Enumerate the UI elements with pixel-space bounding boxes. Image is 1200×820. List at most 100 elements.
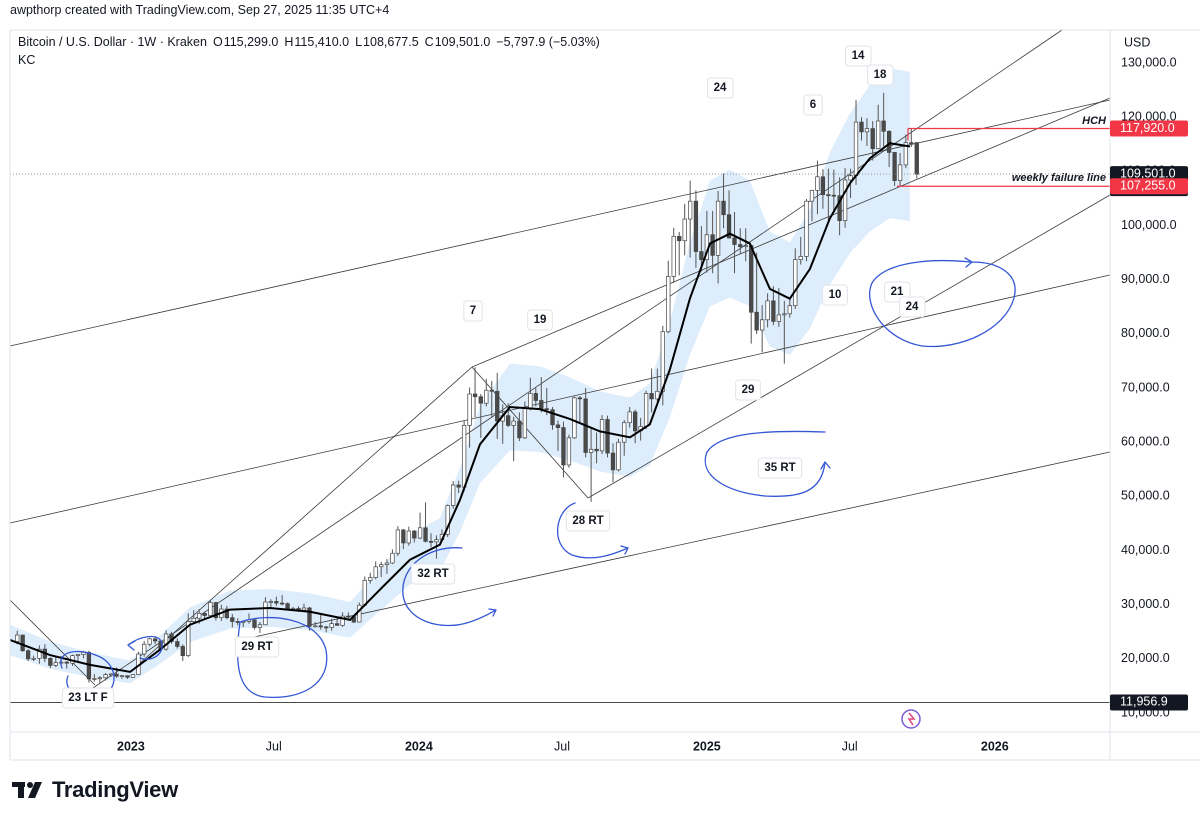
candle-body [550,409,555,426]
candle-body [831,194,836,197]
watermark-icon [901,709,921,729]
price-label-box [1110,120,1188,137]
candle-body [655,390,660,400]
candle-body [738,244,743,248]
brand: TradingView [52,777,178,802]
candle-body [804,200,809,257]
candle-body [649,393,654,400]
x-tick-label: Jul [266,739,282,753]
ohlc-value: 108,677.5 [363,35,419,49]
x-tick-label: 2026 [981,739,1009,753]
annotation-label: 28 RT [572,515,603,527]
candle-body [721,200,726,216]
candle-body [252,619,257,628]
annotation-box [803,94,823,116]
candle-body [693,200,699,252]
trendline [9,599,96,686]
candle-body [257,624,263,628]
candle-body [495,390,500,422]
candle-body [539,400,544,409]
candle-body [842,179,848,222]
candle-body [15,634,20,642]
candle-body [605,419,610,454]
ohlc-low: L108,677.5 [355,35,419,49]
y-tick-label: 50,000.0 [1121,489,1170,503]
annotation-box [565,510,611,532]
candle-body [489,389,494,392]
candle-body [732,237,737,245]
annotation-label: 7 [470,305,476,317]
trendline [9,99,1111,347]
candle-body [163,633,169,650]
candle-body [522,407,528,439]
candle-body [268,601,274,603]
hand-curve [237,616,328,699]
candle-body [533,393,538,401]
candle-body [555,424,561,428]
candle-body [566,437,572,466]
candle-body [64,661,69,664]
candle-body [230,617,235,622]
y-tick-label: 40,000.0 [1121,543,1170,557]
candle-body [610,452,616,471]
ohlc-key: L [355,35,363,49]
annotation-label: 14 [852,50,865,62]
candle-body [853,121,859,177]
candle-body [202,613,207,616]
candle-body [401,529,406,544]
candle-body [506,415,511,426]
candle-body [186,621,191,656]
annotation-label: 23 LT F [68,692,107,704]
hand-curve [556,502,629,559]
annotation-label: 35 RT [764,462,795,474]
candle-body [787,305,792,315]
candle-body [224,608,229,619]
trendline [89,29,1063,691]
candle-body [329,623,334,628]
keltner-band [10,68,910,684]
candle-body [31,657,36,660]
candle-body [903,142,908,166]
candle-body [577,397,583,400]
candle-body [749,245,754,313]
annotation-label: 21 [891,286,904,298]
x-tick-label: Jul [554,739,570,753]
price-label-box [1110,178,1188,195]
candle-body [876,120,881,149]
candle-body [114,673,119,677]
candle-body [743,245,748,248]
candle-body [588,448,594,453]
ohlc-key: O [212,35,223,49]
ohlc-key: H [284,35,294,49]
candle-body [837,195,842,222]
candle-body [92,678,97,680]
candle-body [451,484,456,506]
candle-body [759,319,765,331]
x-tick-label: 2024 [405,739,433,753]
hand-curve [127,635,163,660]
price-label: 107,255.0 [1120,179,1176,193]
candle-body [478,396,483,404]
candle-body [622,422,627,443]
candle-body [892,152,897,181]
candle-body [599,419,605,452]
candle-body [677,236,682,242]
candle-body [627,411,632,424]
drawing-label: weekly failure line [1012,172,1106,184]
hand-curve [869,257,1016,348]
candle-body [423,527,428,542]
candle-body [765,300,770,321]
y-tick-label: 130,000.0 [1121,55,1177,69]
y-tick-label: 20,000.0 [1121,651,1170,665]
candle-body [886,130,892,153]
candle-body [197,613,202,619]
candle-body [97,677,102,680]
candle-body [191,617,196,622]
x-tick-label: Jul [842,739,858,753]
candle-body [417,527,423,539]
candle-body [776,314,781,322]
candle-body [528,393,533,409]
candle-body [815,176,820,191]
ohlc-open: O115,299.0 [213,35,278,49]
